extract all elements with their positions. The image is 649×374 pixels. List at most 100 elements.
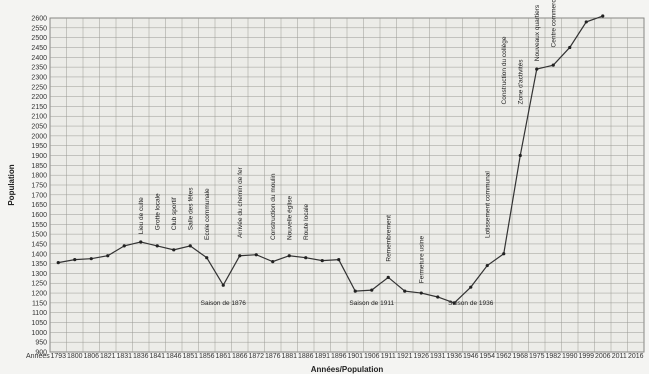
data-point-13 (271, 260, 275, 264)
y-tick-label-7: 1250 (31, 281, 47, 288)
data-point-5 (139, 240, 143, 244)
annotation-4: Grotte locale (154, 193, 161, 230)
x-tick-label-0: 1793 (50, 353, 66, 360)
y-tick-label-15: 1650 (31, 202, 47, 209)
x-tick-label-10: 1861 (215, 353, 231, 360)
x-tick-label-32: 1999 (578, 353, 594, 360)
x-tick-label-20: 1911 (381, 353, 396, 360)
annotation-9: Construction du moulin (270, 173, 277, 240)
data-point-28 (518, 153, 522, 158)
x-tick-label-27: 1962 (496, 353, 512, 360)
y-tick-label-29: 2350 (31, 65, 47, 72)
y-tick-label-18: 1800 (31, 173, 47, 180)
annotations: Saison de 1876 Saison de 1911 Saison de 19… (138, 0, 558, 307)
annotation-12: Remembrement (385, 215, 392, 262)
data-points (56, 14, 605, 305)
annotation-10: Nouvelle église (286, 196, 293, 240)
y-tick-label-3: 1050 (31, 320, 47, 327)
y-tick-label-13: 1550 (31, 222, 47, 229)
data-point-31 (568, 45, 572, 50)
y-axis-label: Population (7, 164, 16, 205)
data-point-1 (73, 258, 77, 262)
y-tick-label-1: 950 (35, 340, 47, 347)
annotation-7: Ecole communale (204, 188, 211, 240)
annotation-1: Saison de 1911 (349, 300, 394, 307)
annotation-6: Salle des fêtes (187, 187, 194, 230)
data-point-27 (502, 252, 506, 256)
y-tick-label-6: 1200 (31, 291, 47, 298)
y-tick-label-19: 1850 (31, 163, 47, 170)
y-tick-label-2: 1000 (31, 330, 47, 337)
annotation-8: Arrivée du chemin de fer (237, 166, 244, 238)
x-axis-label: Années/Population (311, 365, 384, 374)
data-point-12 (254, 253, 258, 257)
x-tick-label-9: 1856 (199, 353, 215, 360)
x-tick-label-13: 1876 (265, 353, 281, 360)
x-axis-ticks: 1793 1800 1806 1821 1831 1836 1841 1846 1851 1856… (50, 353, 643, 360)
y-tick-label-33: 2550 (31, 25, 47, 32)
data-point-20 (386, 275, 390, 279)
x-tick-label-19: 1906 (364, 353, 380, 360)
annotation-14: Lotissement communal (484, 171, 491, 238)
annotation-16: Zone d'activités (517, 59, 524, 105)
x-tick-label-16: 1891 (314, 353, 330, 360)
y-tick-label-25: 2150 (31, 104, 47, 111)
data-point-24 (452, 301, 456, 305)
data-point-29 (535, 67, 539, 71)
x-tick-label-28: 1968 (512, 353, 528, 360)
data-point-30 (551, 63, 555, 67)
y-tick-label-16: 1700 (31, 192, 47, 199)
data-point-17 (337, 258, 341, 262)
annotation-2: Saison de 1936 (448, 300, 494, 307)
x-tick-label-31: 1990 (562, 353, 578, 360)
data-point-23 (436, 295, 440, 299)
x-tick-label-34: 2011 (612, 353, 627, 360)
x-tick-label-17: 1896 (331, 353, 347, 360)
y-tick-label-4: 1100 (32, 310, 47, 317)
y-tick-label-12: 1500 (31, 232, 47, 239)
data-point-6 (155, 244, 159, 248)
annotation-18: Centre commercial (550, 0, 557, 47)
annotation-13: Fermeture usine (418, 236, 425, 284)
x-tick-label-22: 1926 (413, 353, 429, 360)
x-tick-label-4: 1831 (116, 353, 132, 360)
x-tick-label-33: 2006 (595, 353, 611, 360)
x-tick-label-26: 1954 (479, 353, 495, 360)
y-tick-label-34: 2600 (31, 16, 47, 23)
x-tick-label-18: 1901 (347, 353, 363, 360)
data-point-15 (304, 256, 308, 260)
annotation-3: Lieu de culte (138, 197, 145, 234)
x-tick-label-15: 1886 (298, 353, 314, 360)
data-point-4 (122, 244, 126, 248)
y-tick-label-10: 1400 (31, 251, 47, 258)
y-tick-label-22: 2000 (31, 133, 47, 140)
data-point-16 (320, 259, 324, 263)
y-tick-label-31: 2450 (31, 45, 47, 52)
x-tick-label-7: 1846 (166, 353, 182, 360)
x-tick-label-1: 1800 (67, 353, 83, 360)
x-tick-label-23: 1931 (430, 353, 446, 360)
x-tick-label-2: 1806 (83, 353, 99, 360)
annotation-11: Route locale (303, 203, 310, 240)
data-point-19 (370, 288, 374, 292)
annotation-5: Club sportif (171, 197, 178, 230)
data-point-18 (353, 289, 357, 293)
x-tick-label-24: 1936 (446, 353, 462, 360)
data-point-0 (56, 261, 60, 265)
y-tick-label-26: 2200 (31, 94, 47, 101)
x-tick-label-5: 1836 (133, 353, 149, 360)
series-line-population (58, 15, 603, 304)
x-tick-label-35: 2016 (628, 353, 644, 360)
x-tick-label-6: 1841 (149, 353, 165, 360)
data-point-3 (106, 254, 110, 258)
x-tick-label-12: 1872 (248, 353, 264, 360)
data-point-25 (469, 285, 473, 289)
data-point-11 (238, 254, 242, 258)
x-tick-label-8: 1851 (182, 353, 198, 360)
annotation-15: Construction du collège (501, 36, 508, 104)
y-tick-label-23: 2050 (31, 124, 47, 131)
x-row-label: Années (26, 353, 50, 360)
y-tick-label-14: 1600 (31, 212, 47, 219)
data-point-22 (419, 291, 423, 295)
